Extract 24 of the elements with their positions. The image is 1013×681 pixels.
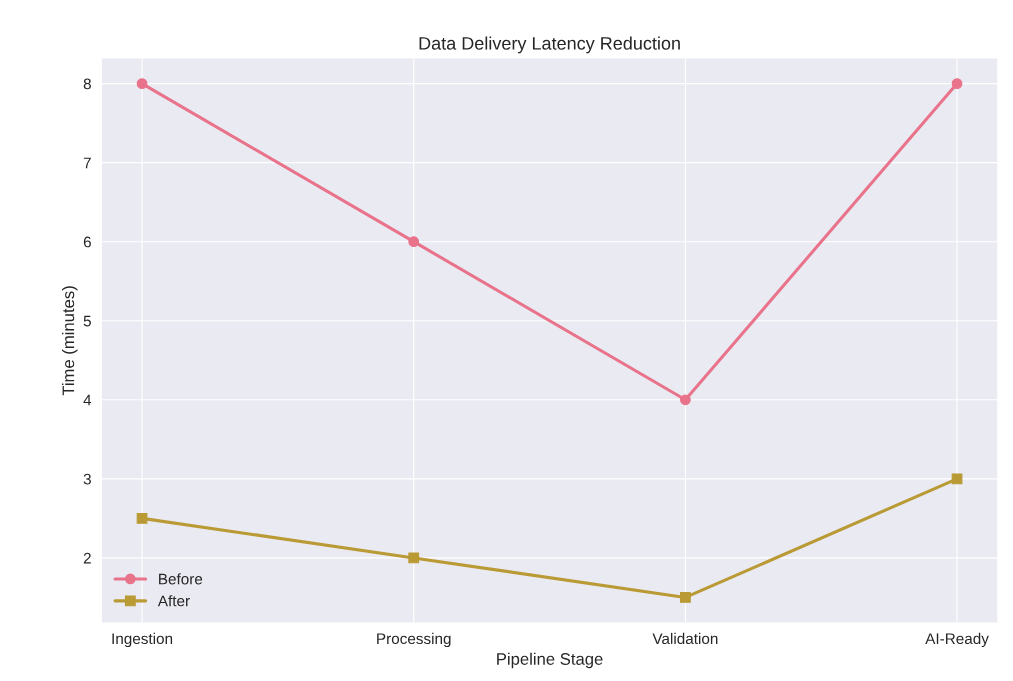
x-tick-label: Ingestion bbox=[112, 632, 173, 648]
point bbox=[136, 512, 148, 524]
point bbox=[408, 236, 420, 248]
y-tick-label: 6 bbox=[83, 236, 91, 248]
point bbox=[680, 592, 691, 603]
y-tick-label: 5 bbox=[83, 315, 91, 327]
y-tick-label: 7 bbox=[83, 157, 91, 169]
y-tick-label: 4 bbox=[83, 394, 92, 406]
x-tick-label: AI-Ready bbox=[925, 632, 989, 648]
x-tick-label: Processing bbox=[377, 632, 451, 648]
y-tick-label: 2 bbox=[83, 552, 91, 564]
y-tick-label: 3 bbox=[83, 473, 91, 485]
point bbox=[136, 78, 148, 89]
point bbox=[408, 552, 420, 564]
chart-title: Data Delivery Latency Reduction bbox=[419, 36, 680, 54]
legend-label: Before bbox=[159, 573, 203, 585]
y-tick-label: 8 bbox=[83, 78, 91, 90]
point bbox=[680, 394, 691, 406]
y-axis-title: Time (minutes) bbox=[61, 286, 78, 396]
x-tick-label: Validation bbox=[652, 632, 718, 645]
point bbox=[951, 473, 963, 485]
legend-label: After bbox=[157, 595, 190, 607]
x-axis-title: Pipeline Stage bbox=[497, 652, 603, 669]
point bbox=[951, 78, 963, 89]
